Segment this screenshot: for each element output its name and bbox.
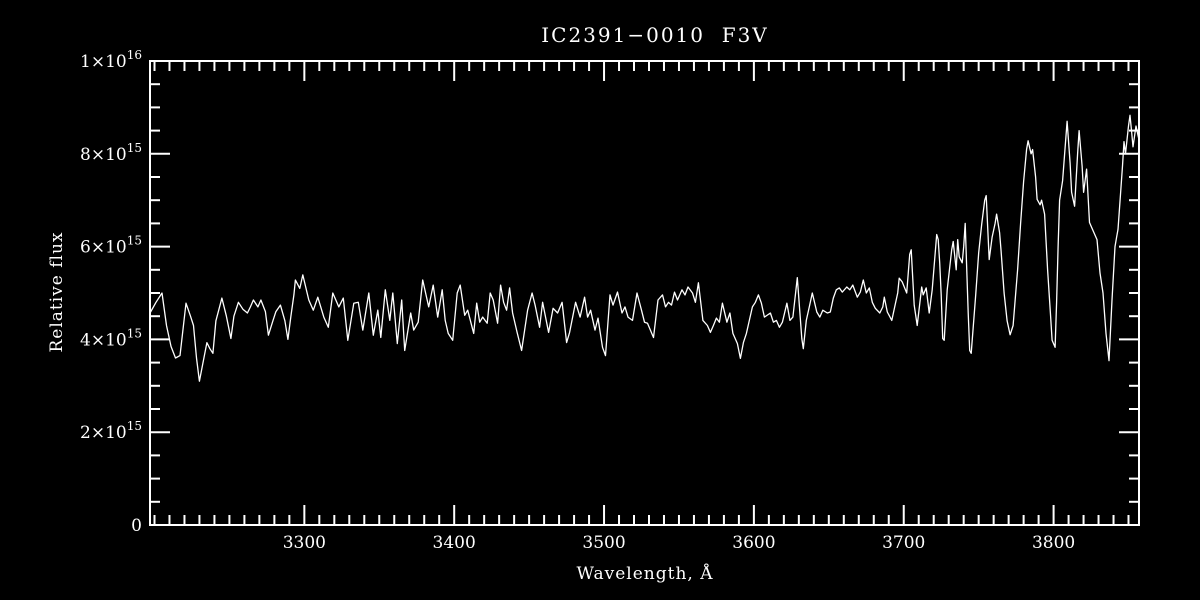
x-tick-label: 3500	[582, 533, 625, 553]
x-tick-label: 3400	[433, 533, 476, 553]
plot-area: 3300 3400 3500 3600 3700 3800 0 2×1015 4×1015 6×1…	[80, 48, 1140, 553]
y-tick-label: 8×1015	[80, 141, 142, 165]
y-tick-label: 6×1015	[80, 234, 142, 258]
x-tick-label: 3300	[283, 533, 326, 553]
x-axis-label: Wavelength, Å	[577, 563, 714, 584]
x-tick-label: 3700	[882, 533, 925, 553]
plot-frame	[149, 60, 1140, 526]
x-tick-label: 3800	[1032, 533, 1075, 553]
y-tick-label: 1×1016	[80, 48, 142, 72]
spectrum-line	[149, 114, 1140, 382]
x-tick-label: 3600	[732, 533, 775, 553]
y-axis-label: Relative flux	[47, 231, 67, 352]
y-tick-label: 4×1015	[80, 326, 142, 350]
y-tick-label: 0	[131, 516, 142, 536]
y-tick-label: 2×1015	[80, 419, 142, 443]
chart-title: IC2391−0010 F3V	[541, 23, 769, 47]
